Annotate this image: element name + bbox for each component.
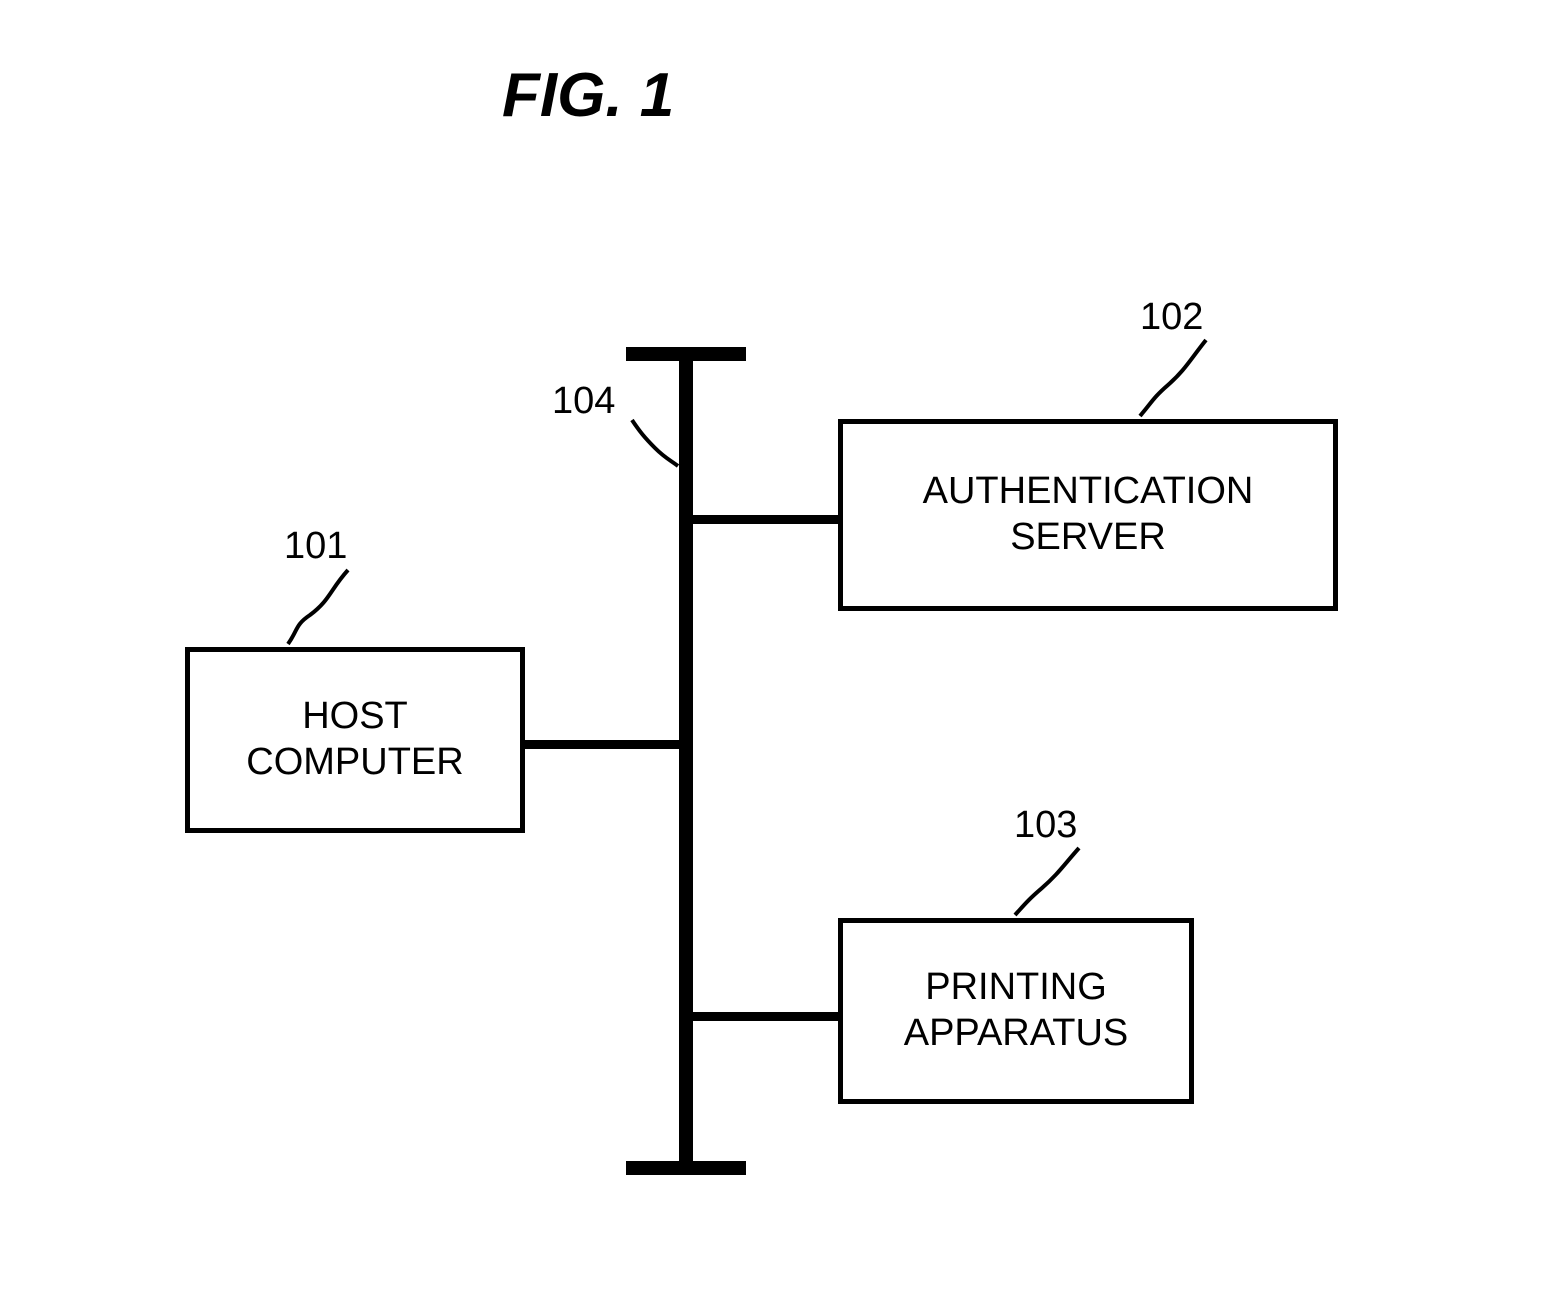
lead-line-104 [0, 0, 1565, 1309]
diagram-canvas: FIG. 1 HOST COMPUTER AUTHENTICATION SERV… [0, 0, 1565, 1309]
